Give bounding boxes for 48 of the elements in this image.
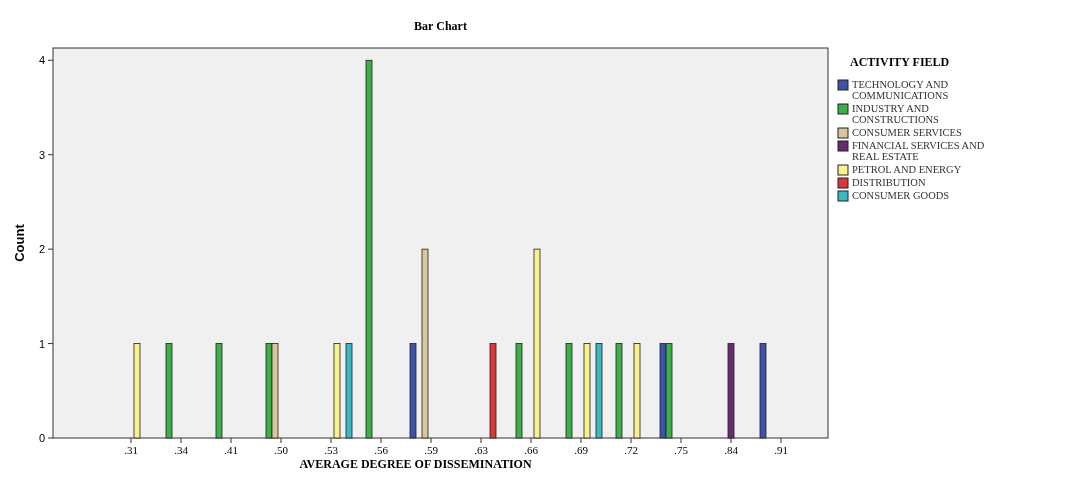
- y-tick-label: 4: [38, 54, 45, 67]
- x-tick-label: .41: [224, 444, 238, 456]
- legend-label: DISTRIBUTION: [852, 177, 926, 188]
- bar: [133, 343, 141, 439]
- bar: [727, 343, 735, 439]
- legend-label: PETROL AND ENERGY: [852, 164, 962, 175]
- y-axis-title: Count: [12, 223, 27, 262]
- y-tick-label: 3: [38, 148, 45, 161]
- x-tick-label: .91: [774, 444, 788, 456]
- y-tick-label: 2: [38, 243, 45, 256]
- legend-label: CONSUMER GOODS: [852, 190, 950, 201]
- bar: [409, 343, 417, 439]
- bar: [421, 248, 429, 439]
- legend-label: FINANCIAL SERVICES AND REAL ESTATE: [852, 140, 985, 162]
- x-tick-label: .63: [474, 444, 489, 456]
- x-tick-label: .56: [374, 444, 389, 456]
- bar: [633, 343, 641, 439]
- bar: [615, 343, 623, 439]
- legend-title: ACTIVITY FIELD: [850, 55, 950, 69]
- bar: [215, 343, 223, 439]
- x-tick-label: .50: [274, 444, 289, 456]
- x-axis-title: AVERAGE DEGREE OF DISSEMINATION: [299, 457, 532, 471]
- bar: [515, 343, 523, 439]
- x-tick-label: .84: [724, 444, 739, 456]
- x-tick-label: .66: [524, 444, 539, 456]
- bar: [533, 248, 541, 439]
- x-tick-label: .69: [574, 444, 589, 456]
- x-tick-label: .53: [324, 444, 339, 456]
- bar: [595, 343, 603, 439]
- legend-label: CONSUMER SERVICES: [852, 127, 962, 138]
- bar: [345, 343, 353, 439]
- legend-label: TECHNOLOGY AND COMMUNICATIONS: [852, 79, 949, 101]
- x-tick-label: .34: [174, 444, 189, 456]
- y-tick-label: 0: [38, 432, 45, 444]
- bar: [565, 343, 573, 439]
- bar: [165, 343, 173, 439]
- x-tick-label: .75: [674, 444, 689, 456]
- chart-title: Bar Chart: [414, 19, 467, 33]
- bar: [333, 343, 341, 439]
- bar: [365, 59, 373, 439]
- bar: [489, 343, 497, 439]
- bar: [583, 343, 591, 439]
- y-tick-label: 1: [38, 337, 45, 350]
- bar: [759, 343, 767, 439]
- legend-label: INDUSTRY AND CONSTRUCTIONS: [852, 103, 940, 125]
- x-tick-label: .31: [124, 444, 138, 456]
- x-tick-label: .72: [624, 444, 638, 456]
- x-tick-label: .59: [424, 444, 439, 456]
